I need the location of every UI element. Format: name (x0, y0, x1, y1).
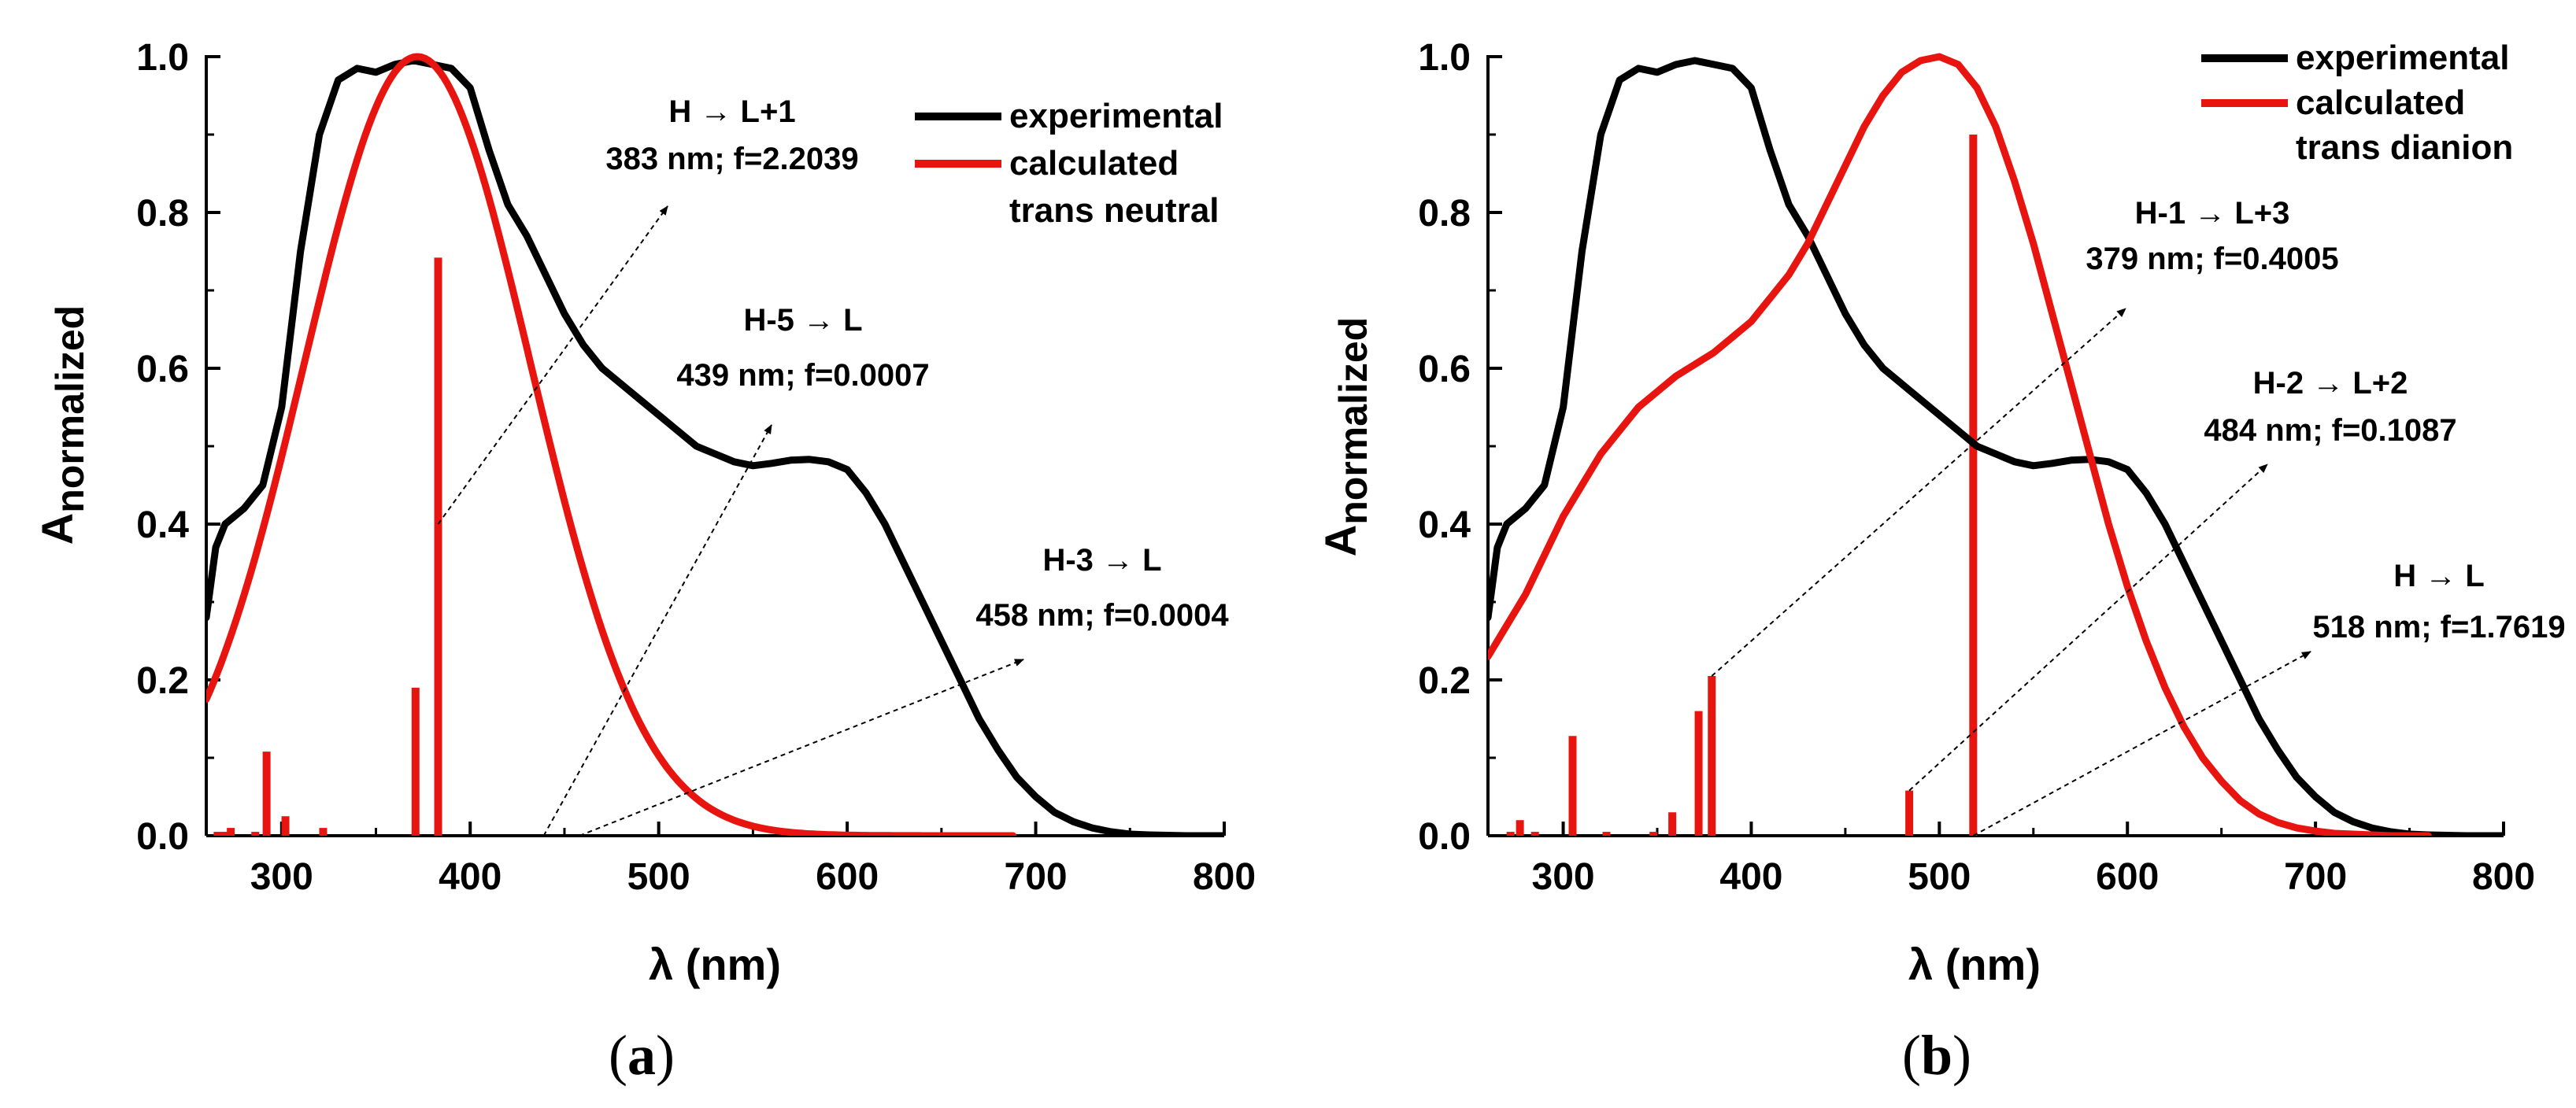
calculated-series-line (1488, 53, 2432, 836)
y-tick-label: 0.4 (136, 504, 189, 546)
y-tick-label: 0.0 (136, 816, 189, 858)
y-axis-label-main: A (32, 513, 82, 545)
x-tick-label: 400 (439, 856, 502, 898)
annotation-arrow (542, 424, 772, 837)
chart-panel-b: 300 400 500 600 700 800 0.0 0.2 0.4 0.6 0.8 1.0 λ (n… (1316, 37, 2566, 1087)
y-axis-label: Anormalized (1316, 317, 1375, 556)
panel-caption: (a) (609, 1024, 675, 1087)
x-tick-label: 800 (2472, 856, 2535, 898)
experimental-series-line (206, 57, 1224, 836)
annotation-arrow (437, 205, 668, 525)
panel-caption: (b) (1902, 1024, 1971, 1087)
x-tick-label: 800 (1193, 856, 1256, 898)
x-tick-label: 400 (1719, 856, 1782, 898)
legend-label-calculated: calculated (2296, 83, 2465, 122)
annotation-wavelength-f: 484 nm; f=0.1087 (2204, 413, 2456, 448)
legend-label-extra: trans neutral (1009, 191, 1220, 230)
chart-panel-a: 300 400 500 600 700 800 0.0 0.2 0.4 0.6 0.8 1.0 λ (n… (32, 37, 1256, 1087)
x-tick-label: 500 (1908, 856, 1971, 898)
legend-label-calculated: calculated (1009, 144, 1179, 183)
y-axis-label-main: A (1316, 525, 1365, 556)
y-axis-label-subscript: normalized (1331, 317, 1375, 525)
y-axis-label: Anormalized (32, 305, 92, 545)
annotation-transition: H-3 → L (1042, 543, 1161, 578)
annotation-transition: H → L+1 (668, 94, 795, 129)
x-tick-label: 600 (816, 856, 879, 898)
annotation-arrow (1711, 308, 2126, 677)
annotation-transition: H-1 → L+3 (2135, 196, 2290, 231)
legend-label-experimental: experimental (2296, 39, 2509, 77)
x-tick-label: 300 (250, 856, 313, 898)
legend-label-experimental: experimental (1009, 97, 1223, 135)
annotation-wavelength-f: 518 nm; f=1.7619 (2312, 610, 2565, 644)
annotation-arrow (579, 659, 1024, 837)
x-tick-label: 500 (627, 856, 690, 898)
annotation-arrow (1908, 464, 2268, 792)
x-tick-label: 600 (2096, 856, 2159, 898)
calculated-series-line (206, 53, 1017, 836)
x-axis-label: λ (nm) (649, 940, 781, 989)
annotation-arrow (1972, 651, 2311, 837)
x-tick-label: 700 (1005, 856, 1068, 898)
experimental-series-line (1488, 57, 2504, 836)
y-tick-label: 0.0 (1418, 816, 1471, 858)
y-tick-label: 0.6 (1418, 349, 1471, 390)
y-tick-label: 0.6 (136, 349, 189, 390)
annotation-wavelength-f: 379 nm; f=0.4005 (2086, 242, 2338, 276)
annotation-wavelength-f: 383 nm; f=2.2039 (605, 142, 858, 176)
y-tick-label: 0.2 (136, 660, 189, 702)
y-tick-label: 0.2 (1418, 660, 1471, 702)
y-tick-label: 0.4 (1418, 504, 1471, 546)
y-tick-label: 0.8 (1418, 193, 1471, 235)
x-tick-label: 700 (2284, 856, 2347, 898)
annotation-transition: H → L (2393, 559, 2485, 593)
annotation-transition: H-5 → L (743, 303, 862, 338)
x-axis-label: λ (nm) (1908, 940, 2041, 989)
y-axis-label-subscript: normalized (48, 305, 92, 513)
legend-label-extra: trans dianion (2296, 128, 2513, 167)
annotation-wavelength-f: 439 nm; f=0.0007 (676, 358, 929, 393)
annotation-transition: H-2 → L+2 (2253, 366, 2408, 401)
annotation-wavelength-f: 458 nm; f=0.0004 (975, 598, 1229, 633)
x-tick-label: 300 (1532, 856, 1595, 898)
y-tick-label: 1.0 (136, 37, 189, 79)
y-tick-label: 0.8 (136, 193, 189, 235)
y-tick-label: 1.0 (1418, 37, 1471, 79)
